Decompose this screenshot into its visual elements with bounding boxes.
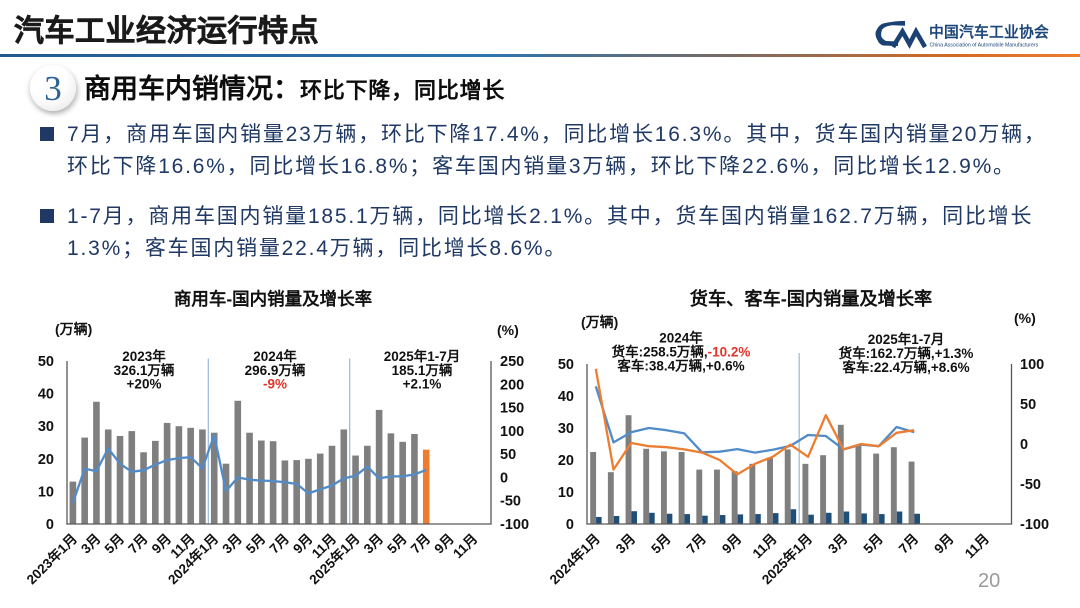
svg-text:11月: 11月 (750, 531, 780, 561)
svg-text:China Association of Automobil: China Association of Automobile Manufact… (930, 43, 1039, 49)
svg-text:150: 150 (500, 401, 524, 417)
svg-text:-50: -50 (500, 494, 521, 510)
svg-text:2025年1-7月: 2025年1-7月 (868, 331, 945, 347)
svg-text:9月: 9月 (719, 531, 744, 556)
svg-text:7月: 7月 (267, 531, 292, 556)
svg-text:(%): (%) (1014, 310, 1036, 326)
svg-text:185.1万辆: 185.1万辆 (392, 362, 453, 378)
svg-text:5月: 5月 (243, 531, 268, 556)
svg-text:-100: -100 (500, 517, 529, 533)
svg-text:5月: 5月 (860, 531, 885, 556)
svg-text:10: 10 (38, 484, 54, 500)
svg-text:5月: 5月 (648, 531, 673, 556)
svg-text:326.1万辆: 326.1万辆 (114, 362, 175, 378)
svg-text:(%): (%) (497, 322, 519, 338)
svg-text:30: 30 (38, 419, 54, 435)
svg-text:20: 20 (38, 452, 54, 468)
svg-text:客车:38.4万辆,+0.6%: 客车:38.4万辆,+0.6% (616, 358, 744, 374)
svg-text:商用车-国内销量及增长率: 商用车-国内销量及增长率 (174, 289, 372, 309)
svg-text:(万辆): (万辆) (55, 321, 92, 337)
svg-text:2024年: 2024年 (253, 348, 297, 364)
svg-text:20: 20 (558, 453, 574, 469)
svg-text:3月: 3月 (219, 531, 244, 556)
svg-text:0: 0 (500, 470, 508, 486)
svg-text:7月: 7月 (896, 531, 921, 556)
svg-text:11月: 11月 (962, 531, 992, 561)
svg-text:200: 200 (500, 377, 524, 393)
svg-text:货车:162.7万辆,+1.3%: 货车:162.7万辆,+1.3% (838, 345, 974, 361)
svg-text:0: 0 (46, 517, 54, 533)
svg-text:2023年: 2023年 (122, 348, 166, 364)
svg-text:250: 250 (500, 354, 524, 370)
svg-text:50: 50 (500, 447, 516, 463)
svg-text:7月: 7月 (408, 531, 433, 556)
svg-text:-100: -100 (1020, 517, 1049, 533)
svg-text:客车:22.4万辆,+8.6%: 客车:22.4万辆,+8.6% (841, 359, 969, 375)
svg-text:+20%: +20% (127, 377, 162, 392)
svg-text:9月: 9月 (931, 531, 956, 556)
svg-text:3月: 3月 (613, 531, 638, 556)
svg-text:100: 100 (500, 424, 524, 440)
svg-text:3月: 3月 (78, 531, 103, 556)
svg-text:10: 10 (558, 485, 574, 501)
svg-text:296.9万辆: 296.9万辆 (245, 362, 306, 378)
svg-text:40: 40 (38, 387, 54, 403)
svg-text:0: 0 (1020, 437, 1028, 453)
svg-text:(万辆): (万辆) (581, 314, 618, 330)
svg-text:3月: 3月 (825, 531, 850, 556)
svg-text:2023年1月: 2023年1月 (23, 530, 80, 587)
svg-text:50: 50 (38, 354, 54, 370)
svg-text:3月: 3月 (361, 531, 386, 556)
svg-text:-9%: -9% (263, 377, 287, 392)
svg-text:2024年1月: 2024年1月 (546, 530, 603, 587)
svg-text:7月: 7月 (125, 531, 150, 556)
svg-text:0: 0 (566, 517, 574, 533)
svg-text:5月: 5月 (102, 531, 127, 556)
svg-text:50: 50 (1020, 397, 1036, 413)
svg-text:-50: -50 (1020, 477, 1041, 493)
svg-text:40: 40 (558, 389, 574, 405)
svg-text:5月: 5月 (384, 531, 409, 556)
svg-text:30: 30 (558, 421, 574, 437)
svg-text:货车:258.5万辆,-10.2%: 货车:258.5万辆,-10.2% (611, 344, 751, 360)
svg-text:2024年: 2024年 (659, 330, 703, 346)
svg-text:100: 100 (1020, 357, 1044, 373)
svg-text:+2.1%: +2.1% (403, 377, 442, 392)
svg-text:11月: 11月 (450, 531, 480, 561)
svg-text:中国汽车工业协会: 中国汽车工业协会 (929, 23, 1049, 41)
svg-text:7月: 7月 (684, 531, 709, 556)
svg-text:2025年1-7月: 2025年1-7月 (384, 348, 461, 364)
svg-text:货车、客车-国内销量及增长率: 货车、客车-国内销量及增长率 (690, 288, 933, 309)
svg-text:50: 50 (558, 357, 574, 373)
